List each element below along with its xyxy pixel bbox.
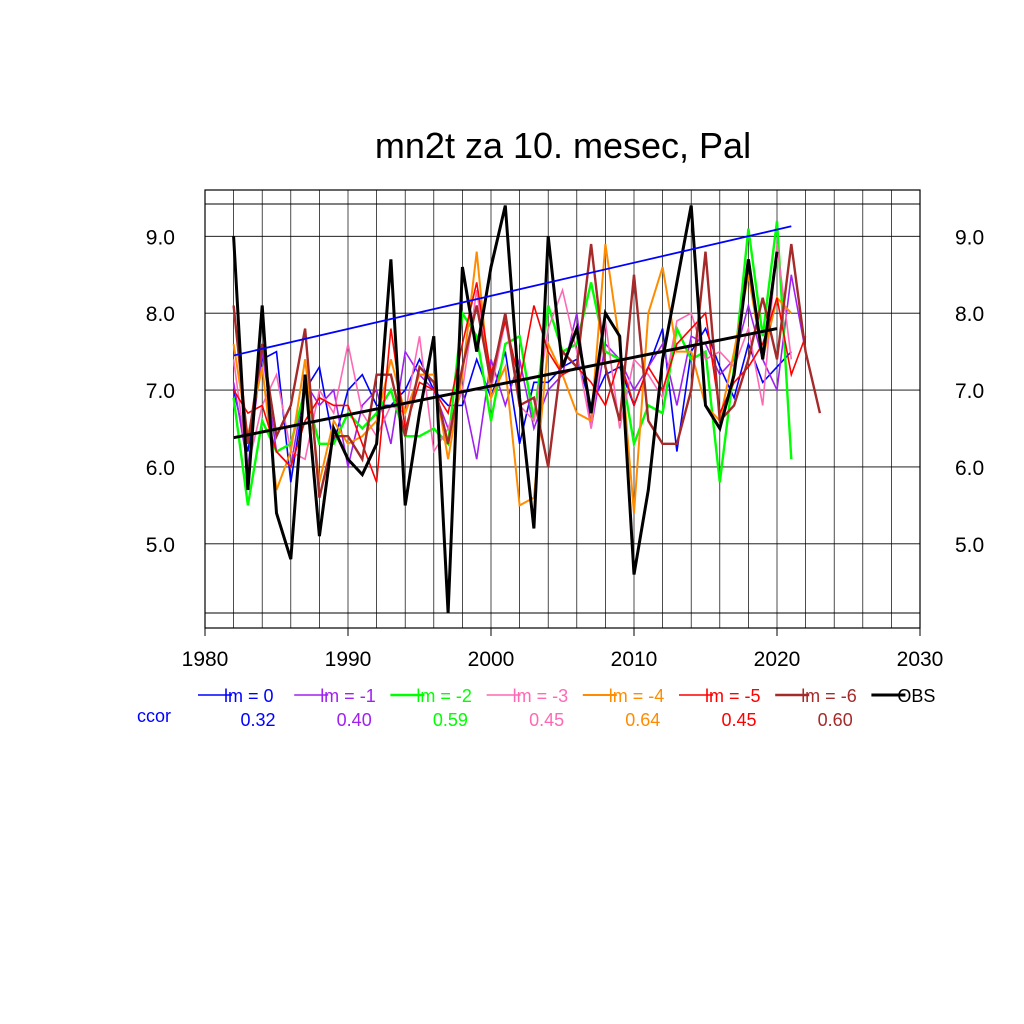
x-tick-label: 1990: [325, 648, 372, 671]
x-tick-label: 2000: [468, 648, 515, 671]
y-tick-label-left: 8.0: [146, 303, 175, 326]
legend-entry-label: lm = -2: [416, 686, 472, 706]
y-tick-label-right: 6.0: [955, 457, 984, 480]
y-tick-label-left: 6.0: [146, 457, 175, 480]
legend-entry-label: lm = -6: [801, 686, 857, 706]
axis-ticks: 1980 1990 2000 2010 2020 2030 5.0 5.0 6.0 6.0 7.0 7…: [146, 226, 984, 671]
x-tick-label: 2010: [611, 648, 658, 671]
ccor-title: ccor: [137, 706, 171, 726]
y-tick-label-right: 5.0: [955, 534, 984, 557]
legend-entry-label: OBS: [897, 686, 935, 706]
series-line-lm-4: [232, 243, 793, 514]
y-tick-label-right: 8.0: [955, 303, 984, 326]
y-tick-label-left: 9.0: [146, 226, 175, 249]
y-tick-label-left: 5.0: [146, 534, 175, 557]
legend-entry-label: lm = -4: [609, 686, 665, 706]
trendline: [233, 225, 792, 357]
ccor-value: 0.64: [625, 710, 660, 730]
ccor-value: 0.59: [433, 710, 468, 730]
x-tick-label: 1980: [182, 648, 229, 671]
plot-frame: [204, 189, 921, 629]
ccor-value: 0.45: [721, 710, 756, 730]
trendline-group: [233, 225, 792, 440]
trendline: [233, 327, 778, 440]
plot-border: [204, 189, 921, 629]
y-tick-label-right: 9.0: [955, 226, 984, 249]
ccor-value: 0.60: [818, 710, 853, 730]
series-line-obs: [232, 205, 779, 614]
y-tick-label-left: 7.0: [146, 380, 175, 403]
y-tick-label-right: 7.0: [955, 380, 984, 403]
series-line-lm-1: [232, 274, 807, 469]
legend: ccor lm = 0 0.32 lm = -1 0.40 lm = -2 0.59 lm =…: [137, 686, 935, 730]
chart-title: mn2t za 10. mesec, Pal: [375, 125, 751, 166]
series-line-lm-2: [232, 220, 793, 506]
legend-entry-label: lm = -1: [320, 686, 376, 706]
legend-entry-label: lm = 0: [224, 686, 274, 706]
x-tick-label: 2030: [897, 648, 944, 671]
series-group: [232, 205, 822, 614]
ccor-value: 0.40: [337, 710, 372, 730]
x-tick-label: 2020: [754, 648, 801, 671]
ccor-value: 0.32: [240, 710, 275, 730]
ccor-value: 0.45: [529, 710, 564, 730]
legend-entry-label: lm = -3: [513, 686, 569, 706]
legend-entry-label: lm = -5: [705, 686, 761, 706]
